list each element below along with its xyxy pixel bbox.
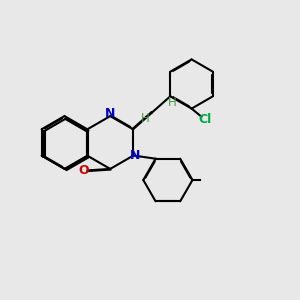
Text: N: N [105,107,116,120]
Text: N: N [129,149,140,162]
Text: O: O [79,164,89,177]
Text: H: H [141,112,149,125]
Text: Cl: Cl [199,112,212,126]
Text: H: H [167,96,176,110]
